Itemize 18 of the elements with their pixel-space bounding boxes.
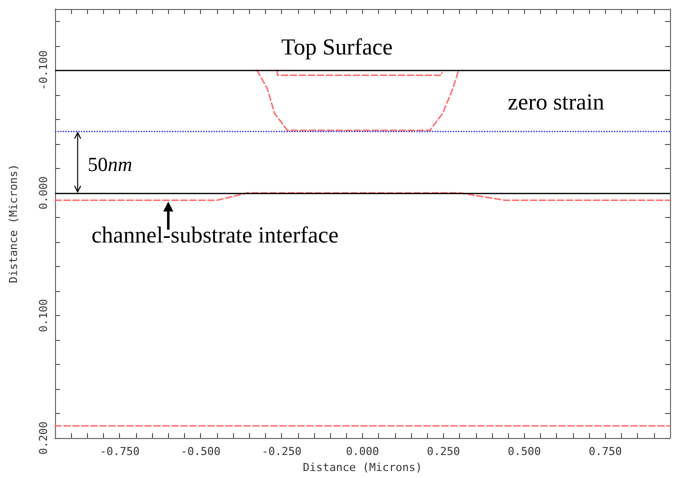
x-tick-label: 0.000	[346, 445, 380, 458]
x-tick-label: 0.750	[588, 445, 622, 458]
y-tick-label: 0.100	[37, 298, 50, 332]
annotation: zero strain	[508, 90, 605, 114]
y-tick-label: 0.000	[37, 176, 50, 210]
y-axis-title: Distance (Microns)	[7, 164, 20, 284]
y-tick-label: -0.100	[37, 50, 50, 90]
annotation: 50nm	[88, 154, 132, 176]
annotation: Top Surface	[281, 34, 393, 60]
x-tick-label: 0.250	[426, 445, 460, 458]
y-tick-label: 0.200	[37, 422, 50, 455]
x-tick-label: -0.750	[100, 445, 140, 458]
x-tick-label: -0.250	[262, 445, 302, 458]
x-axis-title: Distance (Microns)	[302, 461, 422, 474]
x-tick-label: -0.500	[180, 445, 221, 458]
x-tick-label: 0.500	[508, 445, 541, 458]
line-series	[256, 70, 460, 132]
annotation: channel-substrate interface	[91, 222, 339, 248]
